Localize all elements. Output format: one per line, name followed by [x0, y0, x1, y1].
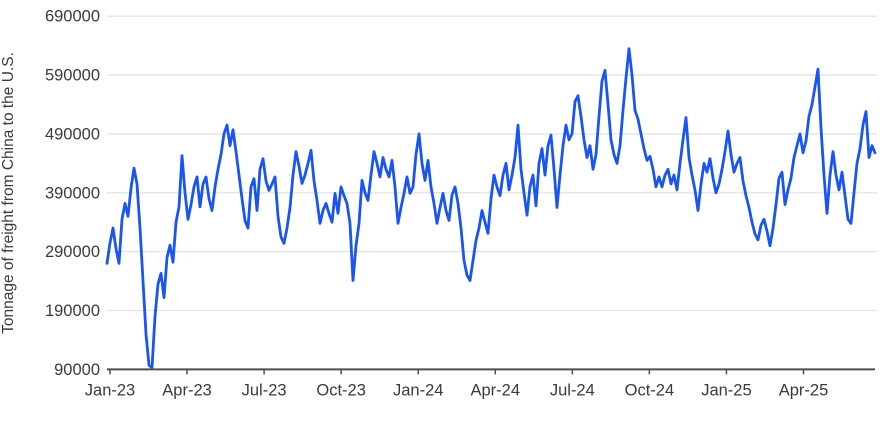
- gridlines-layer: [107, 15, 877, 312]
- series-layer: [105, 47, 877, 370]
- x-tick-label: Jan-24: [393, 381, 443, 399]
- x-tick-label: Apr-25: [779, 381, 829, 399]
- x-tick-label: Oct-24: [625, 381, 675, 399]
- x-tick-label: Apr-24: [471, 381, 521, 399]
- y-tick-label: 690000: [45, 8, 100, 26]
- y-tick-label: 390000: [45, 184, 100, 202]
- x-tick-label: Jan-23: [85, 381, 135, 399]
- y-tick-label: 590000: [45, 67, 100, 85]
- y-tick-label: 190000: [45, 302, 100, 320]
- x-tick-label: Oct-23: [316, 381, 366, 399]
- axis-layer: [107, 368, 875, 375]
- x-tick-label: Jan-25: [701, 381, 751, 399]
- y-tick-label: 490000: [45, 125, 100, 143]
- y-axis-title: Tonnage of freight from China to the U.S…: [0, 52, 17, 334]
- axis-labels-layer: 90000 190000 290000 390000 490000 590000 69000…: [45, 8, 828, 400]
- x-tick-label: Jul-23: [242, 381, 287, 399]
- y-tick-label: 90000: [54, 361, 100, 379]
- x-tick-label: Apr-23: [162, 381, 212, 399]
- y-tick-label: 290000: [45, 243, 100, 261]
- freight-series-line: [105, 47, 877, 370]
- x-tick-label: Jul-24: [550, 381, 595, 399]
